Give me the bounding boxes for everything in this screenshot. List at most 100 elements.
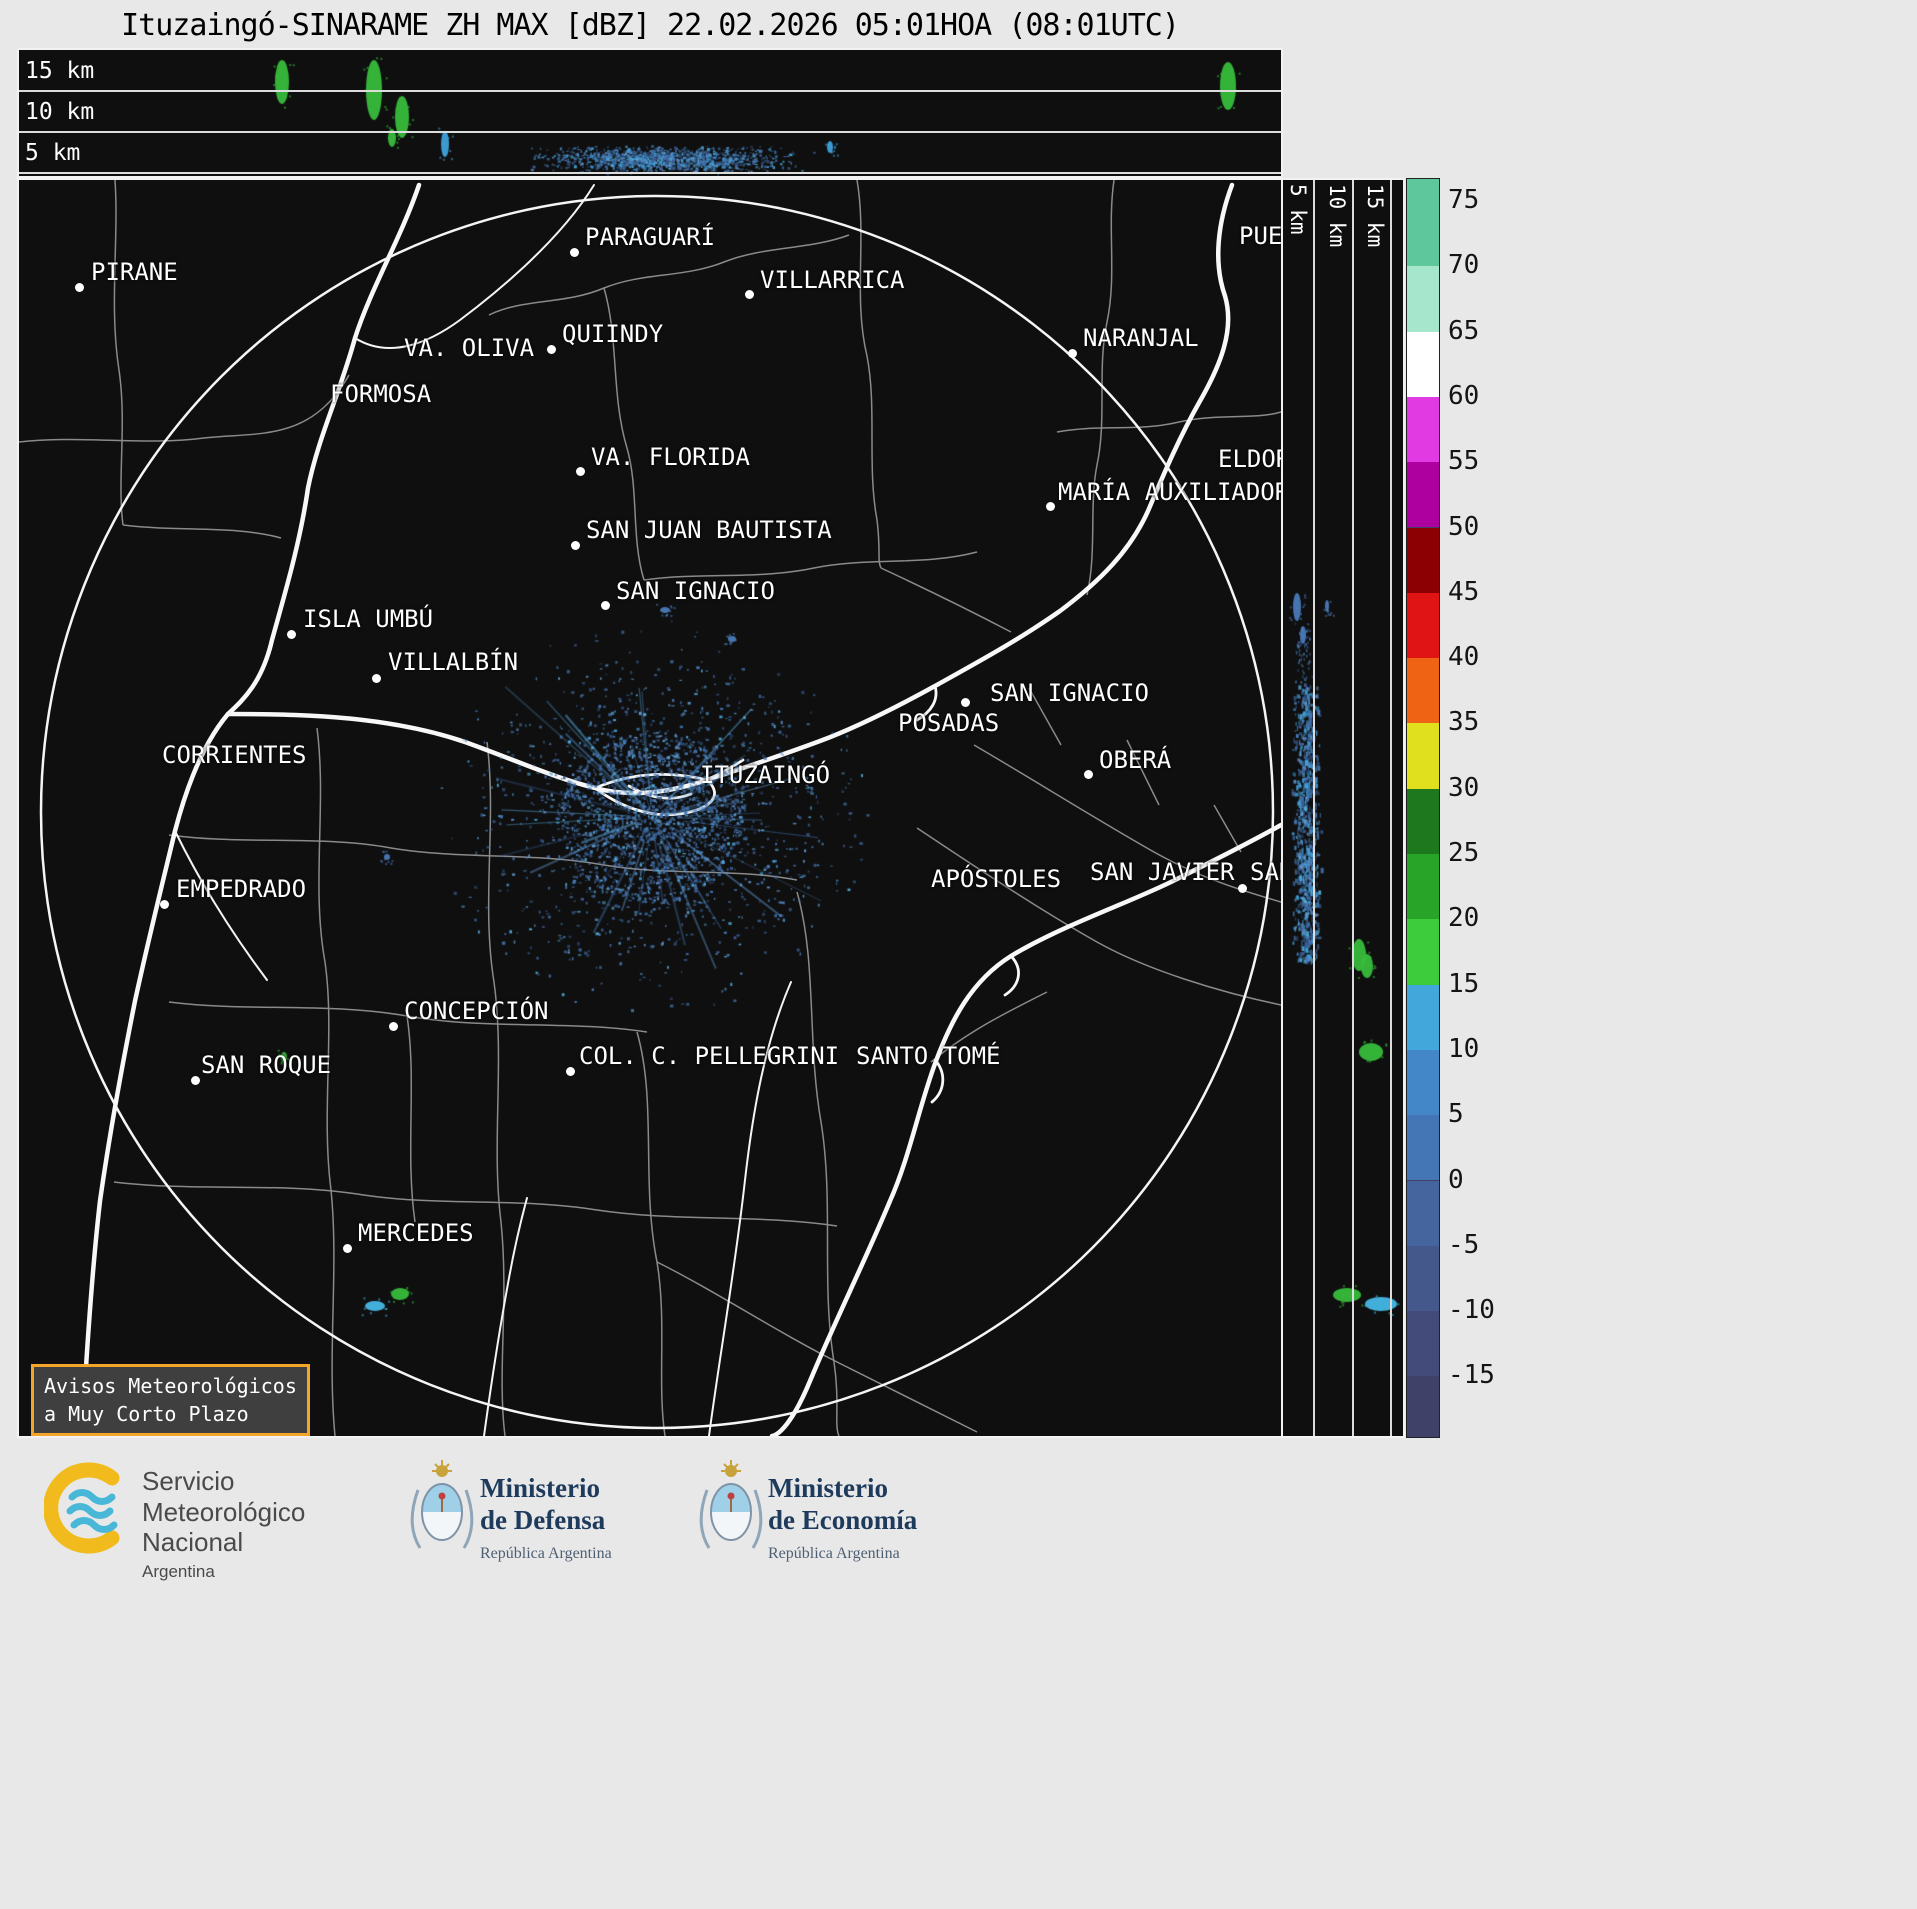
smn-line1: Servicio [142,1466,235,1496]
colorbar-segment [1407,1049,1439,1116]
colorbar-tick-label: -5 [1448,1229,1480,1260]
economia-sub: República Argentina [768,1544,900,1562]
city-marker-dot [601,601,610,610]
colorbar-tick-label: 10 [1448,1033,1480,1064]
colorbar-tick-label: 45 [1448,576,1480,607]
city-marker-dot [566,1067,575,1076]
colorbar-tick-label: 65 [1448,315,1480,346]
radar-echo-canvas [19,180,1281,1436]
city-label: ISLA UMBÚ [303,605,434,633]
colorbar-tick-label: -15 [1448,1360,1495,1391]
city-marker-dot [1238,884,1247,893]
colorbar-segment [1407,854,1439,920]
defensa-coat-of-arms-icon [410,1460,474,1549]
colorbar-segment [1407,179,1439,267]
height-line-10km-v [1352,180,1354,1436]
colorbar [1406,178,1440,1438]
city-label: PARAGUARÍ [585,223,716,251]
city-marker-dot [571,541,580,550]
city-label: VILLALBÍN [388,648,519,676]
map-panel: PIRANE PARAGUARÍ VILLARRICA QUIINDY VA. OLIV… [17,178,1283,1438]
top-echo-canvas [19,50,1281,176]
city-label: SAN JUAN BAUTISTA [586,516,832,544]
city-label: NARANJAL [1083,324,1199,352]
city-marker-dot [160,900,169,909]
height-line-5km-v [1313,180,1315,1436]
top-cross-section-panel: 15 km 10 km 5 km [17,48,1283,178]
city-label: VILLARRICA [760,266,905,294]
defensa-text: Ministerio de Defensa República Argentin… [480,1472,612,1563]
city-marker-dot [1068,349,1077,358]
city-layer: PIRANE PARAGUARÍ VILLARRICA QUIINDY VA. OLIV… [19,180,1281,1436]
city-marker-dot [570,248,579,257]
city-marker-dot [547,345,556,354]
city-label: VA. OLIVA [404,334,535,362]
colorbar-tick-label: 60 [1448,380,1480,411]
colorbar-segment [1407,658,1439,724]
height-line-15km-v [1390,180,1392,1436]
height-label-10km: 10 km [25,99,95,125]
colorbar-segment [1407,919,1439,985]
height-label-5km-v: 5 km [1286,184,1310,235]
colorbar-segment [1407,462,1439,528]
right-cross-section-panel: 5 km 10 km 15 km [1283,178,1405,1438]
city-marker-dot [961,698,970,707]
smn-logo-icon [44,1462,120,1554]
height-label-15km: 15 km [25,58,95,84]
city-label: CORRIENTES [162,741,307,769]
city-marker-dot [1046,502,1055,511]
city-marker-dot [191,1076,200,1085]
city-label: SAN IGNACIO [616,577,775,605]
defensa-line2: de Defensa [480,1505,606,1536]
city-marker-dot [343,1244,352,1253]
city-marker-dot [1084,770,1093,779]
city-label: POSADAS [898,709,1000,737]
city-label: QUIINDY [562,320,664,348]
colorbar-segment [1407,266,1439,332]
smn-logo-text: Servicio Meteorológico Nacional Argentin… [142,1466,305,1582]
smn-line2: Meteorológico [142,1496,306,1527]
colorbar-tick-label: 15 [1448,968,1480,999]
city-label: SAN IGNACIO [990,679,1149,707]
colorbar-tick-label: 5 [1448,1099,1464,1130]
height-label-10km-v: 10 km [1325,184,1349,248]
city-label: SAN ROQUE [201,1051,332,1079]
colorbar-tick-label: 0 [1448,1164,1464,1195]
city-marker-dot [389,1022,398,1031]
colorbar-segment [1407,396,1439,463]
city-marker-dot [745,290,754,299]
colorbar-tick-label: 30 [1448,772,1480,803]
city-marker-dot [372,674,381,683]
economia-line1: Ministerio [768,1473,888,1503]
height-line-15km [19,90,1281,92]
defensa-line1: Ministerio [480,1473,600,1503]
colorbar-tick-label: 75 [1448,185,1480,215]
city-label: PUERTO [1239,222,1283,250]
city-label: MERCEDES [358,1219,474,1247]
colorbar-segment [1407,1115,1439,1181]
colorbar-segment [1407,1245,1439,1312]
city-label: ELDORADO [1218,445,1281,473]
colorbar-segment [1407,1311,1439,1377]
smn-sub: Argentina [142,1562,215,1582]
colorbar-tick-label: 20 [1448,903,1480,934]
right-echo-canvas [1283,180,1401,1436]
city-label: SANTO TOMÉ [856,1042,1001,1070]
colorbar-segment [1407,1180,1439,1246]
city-marker-dot [576,467,585,476]
city-marker-dot [287,630,296,639]
colorbar-segment [1407,1376,1439,1437]
colorbar-segment [1407,984,1439,1050]
colorbar-tick-label: 40 [1448,642,1480,673]
colorbar-tick-label: 55 [1448,446,1480,477]
city-marker-dot [75,283,84,292]
defensa-sub: República Argentina [480,1544,612,1562]
economia-coat-of-arms-icon [699,1460,763,1549]
colorbar-tick-label: -10 [1448,1295,1495,1326]
colorbar-tick-label: 70 [1448,250,1480,281]
city-label: MARÍA AUXILIADORA [1058,478,1283,506]
height-label-5km: 5 km [25,140,81,166]
smn-line3: Nacional [142,1527,244,1558]
colorbar-tick-labels: 75 70 65 60 55 50 45 40 35 30 25 20 15 10 5 0 -5 -10 -15 [1448,178,1518,1438]
